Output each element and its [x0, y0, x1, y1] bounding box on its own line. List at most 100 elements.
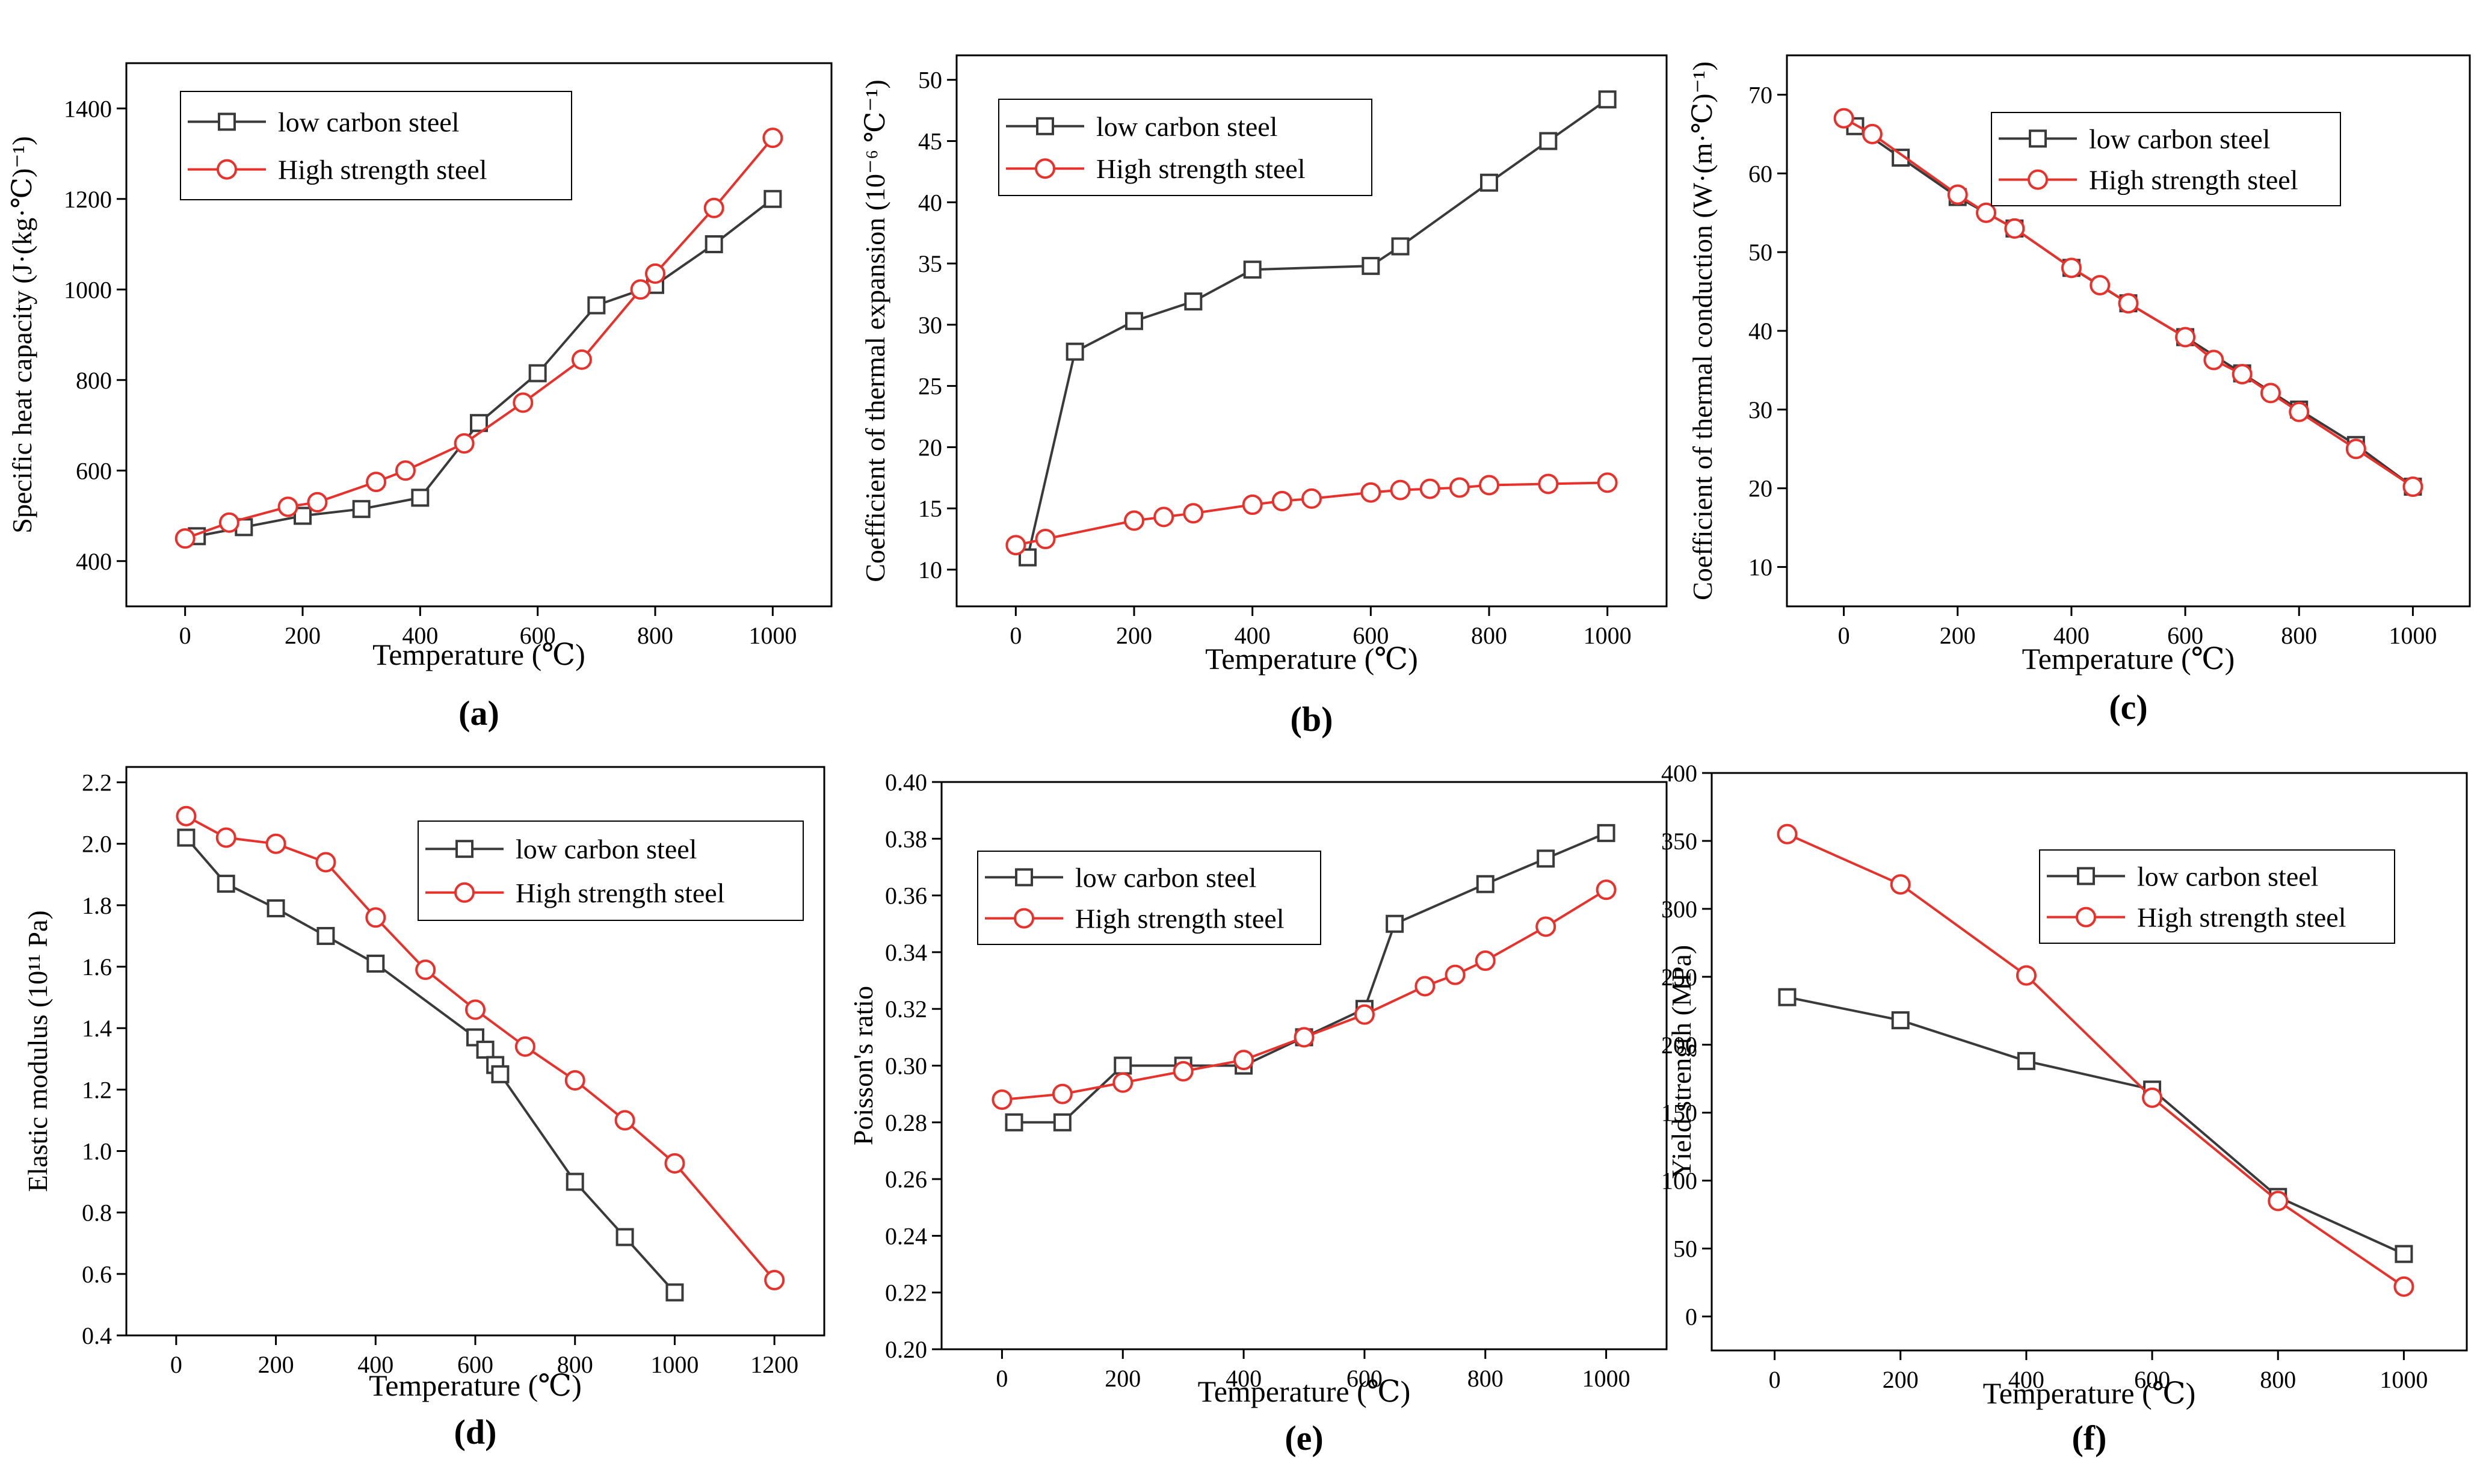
y-tick-label: 400 — [1661, 760, 1697, 787]
data-point-high-strength — [2289, 401, 2310, 422]
y-tick-label: 0.28 — [885, 1109, 927, 1136]
legend-label-low-carbon: low carbon steel — [516, 834, 697, 864]
x-tick-label: 600 — [520, 622, 556, 649]
data-point-high-strength — [315, 852, 336, 873]
panel-caption: (e) — [1285, 1418, 1323, 1458]
y-tick-label: 1.2 — [82, 1076, 112, 1103]
y-tick-label: 2.2 — [82, 769, 112, 796]
data-point-low-carbon — [470, 414, 488, 433]
x-tick-label: 1000 — [2380, 1366, 2428, 1393]
data-point-low-carbon — [366, 954, 385, 973]
legend-label-low-carbon: low carbon steel — [1096, 111, 1277, 142]
data-point-low-carbon — [2017, 1051, 2035, 1070]
data-point-low-carbon — [1114, 1056, 1132, 1075]
y-tick-label: 30 — [918, 312, 942, 339]
data-point-low-carbon — [1480, 173, 1498, 192]
data-point-high-strength — [2142, 1087, 2163, 1108]
y-tick-label: 0.36 — [885, 882, 927, 910]
data-point-low-carbon — [316, 926, 335, 945]
series-line-low-carbon — [196, 198, 774, 538]
x-tick-label: 200 — [1116, 622, 1152, 649]
data-point-high-strength — [1173, 1061, 1194, 1082]
x-tick-label: 1000 — [2389, 622, 2437, 649]
panel-caption: (d) — [454, 1412, 497, 1452]
y-tick-label: 50 — [1673, 1236, 1697, 1263]
x-tick-label: 200 — [1883, 1366, 1919, 1393]
legend-label-low-carbon: low carbon steel — [1075, 862, 1256, 893]
legend-label-high-strength: High strength steel — [2137, 902, 2346, 933]
x-tick-label: 200 — [258, 1351, 294, 1378]
y-tick-label: 1400 — [64, 95, 112, 122]
legend-label-high-strength: High strength steel — [1075, 904, 1285, 934]
data-point-high-strength — [2393, 1276, 2414, 1297]
data-point-high-strength — [1052, 1083, 1073, 1104]
plot-frame — [955, 54, 1668, 608]
data-point-high-strength — [277, 496, 298, 517]
data-point-high-strength — [1419, 478, 1440, 499]
x-tick-label: 400 — [1235, 622, 1271, 649]
data-point-low-carbon — [411, 488, 430, 507]
data-point-high-strength — [1124, 510, 1144, 531]
y-tick-label: 250 — [1661, 964, 1697, 991]
y-tick-label: 1.0 — [82, 1138, 112, 1165]
x-axis-label: Temperature (℃) — [1198, 1375, 1411, 1408]
plot-frame — [1710, 772, 2468, 1352]
y-tick-label: 0.32 — [885, 996, 927, 1023]
x-tick-label: 600 — [2167, 622, 2203, 649]
data-point-high-strength — [1449, 477, 1470, 498]
data-point-low-carbon — [1597, 824, 1615, 842]
legend: low carbon steel High strength steel — [998, 99, 1372, 196]
data-point-high-strength — [215, 827, 236, 848]
y-tick-label: 30 — [1748, 396, 1772, 423]
legend-marker-low-carbon — [218, 112, 236, 131]
x-axis-label: Temperature (℃) — [369, 1369, 582, 1402]
legend-marker-low-carbon — [1015, 868, 1033, 887]
y-tick-label: 2.0 — [82, 831, 112, 858]
data-point-high-strength — [1294, 1027, 1315, 1048]
legend-box — [180, 91, 572, 200]
data-point-high-strength — [454, 433, 475, 454]
data-point-high-strength — [664, 1153, 685, 1174]
legend-marker-high-strength — [2076, 907, 2096, 928]
y-tick-label: 40 — [918, 189, 942, 216]
x-tick-label: 400 — [1226, 1365, 1262, 1392]
y-axis-label: Coefficient of thermal conduction (W·(m·… — [1687, 61, 1718, 600]
x-tick-label: 600 — [1346, 1365, 1383, 1392]
x-tick-label: 200 — [1940, 622, 1976, 649]
y-tick-label: 20 — [1748, 475, 1772, 502]
legend-box — [2039, 849, 2395, 944]
series-line-low-carbon — [1787, 996, 2405, 1255]
data-point-high-strength — [2203, 349, 2224, 371]
x-tick-label: 400 — [2008, 1366, 2044, 1393]
y-tick-label: 0.4 — [82, 1322, 112, 1349]
data-point-high-strength — [2260, 383, 2281, 404]
y-tick-label: 0.38 — [885, 825, 927, 852]
x-tick-label: 0 — [1769, 1366, 1781, 1393]
x-tick-label: 400 — [402, 622, 438, 649]
data-point-high-strength — [1271, 490, 1292, 511]
y-tick-label: 100 — [1661, 1168, 1697, 1195]
x-tick-label: 600 — [457, 1351, 493, 1378]
data-point-high-strength — [2016, 965, 2037, 986]
data-point-high-strength — [614, 1110, 635, 1131]
data-point-low-carbon — [665, 1283, 684, 1302]
legend-label-low-carbon: low carbon steel — [2089, 123, 2270, 154]
data-point-low-carbon — [491, 1065, 510, 1083]
legend-label-high-strength: High strength steel — [1096, 153, 1306, 184]
data-point-low-carbon — [528, 364, 547, 383]
data-point-high-strength — [1242, 494, 1263, 516]
chart-panel-d: 0 200 400 600 800 1000 1200 0.4 0.6 0.8 1.0 1.2 1.4 1… — [22, 766, 825, 1452]
data-point-high-strength — [514, 1036, 535, 1057]
data-point-high-strength — [1390, 479, 1411, 500]
y-axis-label: Poisson's ratio — [848, 986, 878, 1145]
x-tick-label: 800 — [637, 622, 673, 649]
panel-caption: (b) — [1291, 700, 1333, 739]
data-point-high-strength — [2402, 476, 2423, 497]
data-point-high-strength — [365, 907, 386, 928]
data-point-high-strength — [1538, 473, 1559, 494]
legend-box — [1991, 112, 2341, 206]
y-tick-label: 1.4 — [82, 1015, 112, 1042]
y-tick-label: 0.30 — [885, 1053, 927, 1080]
legend-marker-high-strength — [454, 882, 475, 903]
data-point-low-carbon — [1066, 342, 1084, 361]
